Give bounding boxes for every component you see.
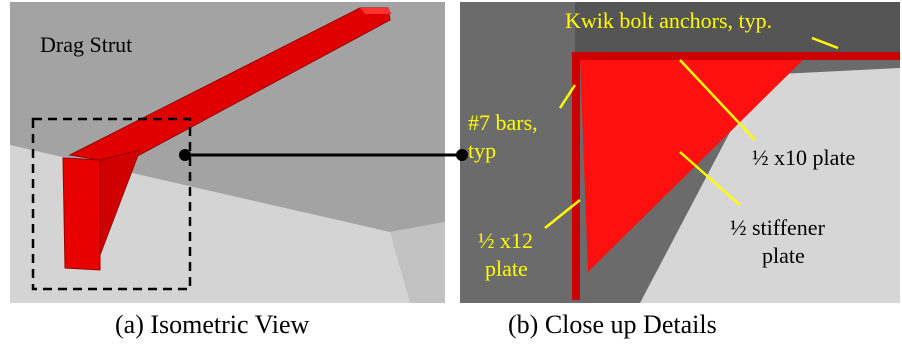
label: Kwik bolt anchors, typ. <box>565 8 772 33</box>
label: #7 bars, <box>468 110 538 135</box>
label: plate <box>762 243 805 268</box>
label: typ <box>468 138 496 163</box>
isometric-view: Drag Strut <box>10 2 445 303</box>
label: ½ stiffener <box>730 215 826 240</box>
caption: (b) Close up Details <box>508 310 717 339</box>
caption: (a) Isometric View <box>115 310 310 339</box>
close-up-view: Kwik bolt anchors, typ. #7 bars, typ ½ x… <box>460 2 900 303</box>
label: ½ x10 plate <box>752 145 855 170</box>
label: ½ x12 <box>478 228 533 253</box>
label: plate <box>485 256 528 281</box>
figure: Drag Strut Kwik bolt anchors, typ. #7 ba… <box>0 0 902 347</box>
label: Drag Strut <box>40 32 132 57</box>
